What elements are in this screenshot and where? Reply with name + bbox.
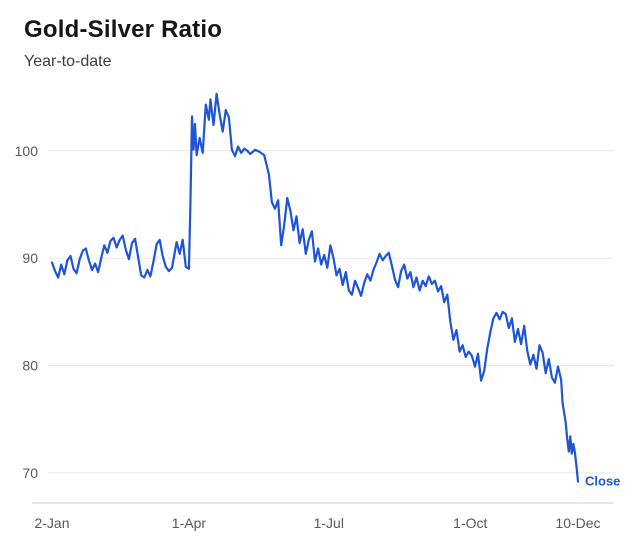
- y-tick-label: 100: [15, 143, 39, 159]
- close-annotation-label: Close: [585, 474, 620, 489]
- y-tick-label: 70: [22, 465, 38, 481]
- y-tick-label: 80: [22, 358, 38, 374]
- x-tick-label: 1-Apr: [172, 515, 207, 531]
- x-tick-label: 1-Oct: [453, 515, 487, 531]
- x-tick-label: 10-Dec: [555, 515, 600, 531]
- x-tick-label: 1-Jul: [314, 515, 344, 531]
- series-line: [50, 92, 580, 483]
- x-tick-label: 2-Jan: [34, 515, 69, 531]
- chart-title: Gold-Silver Ratio: [24, 16, 223, 43]
- line-chart: 70 80 90 100 2-Jan 1-Apr 1-Jul 1-Oct 10-Dec Close: [15, 92, 620, 531]
- y-tick-label: 90: [22, 250, 38, 266]
- chart-subtitle: Year-to-date: [24, 53, 112, 70]
